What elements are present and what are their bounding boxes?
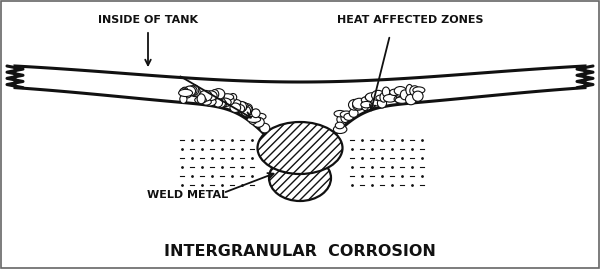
Ellipse shape [335, 122, 344, 129]
Ellipse shape [406, 94, 416, 105]
Ellipse shape [241, 106, 251, 116]
Ellipse shape [251, 109, 260, 118]
Ellipse shape [394, 96, 404, 102]
Ellipse shape [242, 104, 253, 113]
Text: HEAT AFFECTED ZONES: HEAT AFFECTED ZONES [337, 15, 483, 25]
Ellipse shape [247, 116, 260, 122]
Ellipse shape [231, 100, 241, 105]
Ellipse shape [195, 97, 206, 103]
Ellipse shape [230, 103, 241, 112]
Ellipse shape [203, 98, 216, 106]
Ellipse shape [371, 98, 382, 106]
Ellipse shape [257, 122, 343, 174]
Polygon shape [15, 66, 585, 158]
Ellipse shape [229, 94, 237, 101]
Ellipse shape [187, 86, 197, 95]
Ellipse shape [197, 94, 205, 104]
Ellipse shape [353, 101, 364, 110]
Ellipse shape [248, 114, 257, 124]
Ellipse shape [256, 113, 266, 120]
Ellipse shape [217, 100, 227, 107]
Ellipse shape [221, 94, 233, 100]
Ellipse shape [400, 90, 409, 100]
Ellipse shape [269, 155, 331, 201]
Ellipse shape [370, 95, 381, 103]
Ellipse shape [199, 90, 212, 101]
Ellipse shape [237, 102, 248, 109]
Ellipse shape [235, 104, 247, 112]
Ellipse shape [341, 114, 349, 122]
Ellipse shape [406, 84, 413, 95]
Ellipse shape [334, 111, 346, 117]
Ellipse shape [349, 109, 358, 117]
Ellipse shape [236, 101, 247, 112]
Ellipse shape [349, 100, 361, 110]
Ellipse shape [398, 97, 409, 103]
Ellipse shape [349, 100, 361, 109]
Ellipse shape [181, 87, 188, 95]
Ellipse shape [350, 103, 358, 111]
Ellipse shape [413, 91, 423, 101]
Ellipse shape [340, 111, 352, 118]
Ellipse shape [212, 89, 225, 99]
Ellipse shape [211, 90, 219, 99]
Ellipse shape [395, 97, 409, 103]
Ellipse shape [394, 87, 406, 95]
Ellipse shape [214, 90, 224, 100]
Ellipse shape [235, 105, 245, 113]
Ellipse shape [410, 86, 419, 96]
Ellipse shape [190, 87, 200, 97]
Ellipse shape [365, 93, 378, 102]
Ellipse shape [365, 94, 375, 101]
Ellipse shape [215, 98, 226, 108]
Ellipse shape [361, 101, 372, 108]
Ellipse shape [260, 123, 270, 133]
Ellipse shape [180, 95, 187, 104]
Ellipse shape [344, 113, 353, 120]
Ellipse shape [334, 125, 347, 133]
Ellipse shape [380, 92, 387, 102]
Ellipse shape [413, 87, 425, 93]
Text: WELD METAL: WELD METAL [148, 190, 229, 200]
Ellipse shape [353, 98, 367, 109]
Ellipse shape [383, 94, 397, 102]
Ellipse shape [214, 99, 223, 107]
Ellipse shape [361, 97, 374, 104]
Ellipse shape [397, 97, 404, 103]
Ellipse shape [191, 85, 199, 95]
Ellipse shape [221, 95, 234, 106]
Ellipse shape [179, 89, 193, 97]
Ellipse shape [253, 117, 264, 127]
Ellipse shape [385, 93, 396, 101]
Ellipse shape [382, 87, 389, 97]
Ellipse shape [184, 86, 196, 96]
Ellipse shape [337, 114, 348, 125]
Text: INTERGRANULAR  CORROSION: INTERGRANULAR CORROSION [164, 245, 436, 260]
Ellipse shape [376, 95, 389, 101]
Ellipse shape [244, 105, 252, 114]
Ellipse shape [397, 93, 404, 103]
Text: INSIDE OF TANK: INSIDE OF TANK [98, 15, 198, 25]
Ellipse shape [184, 90, 191, 98]
Ellipse shape [201, 99, 211, 105]
Ellipse shape [377, 98, 386, 108]
Ellipse shape [371, 90, 385, 101]
Ellipse shape [389, 89, 399, 95]
Ellipse shape [361, 100, 369, 111]
Ellipse shape [205, 91, 217, 101]
Ellipse shape [179, 88, 188, 96]
Ellipse shape [219, 98, 231, 107]
